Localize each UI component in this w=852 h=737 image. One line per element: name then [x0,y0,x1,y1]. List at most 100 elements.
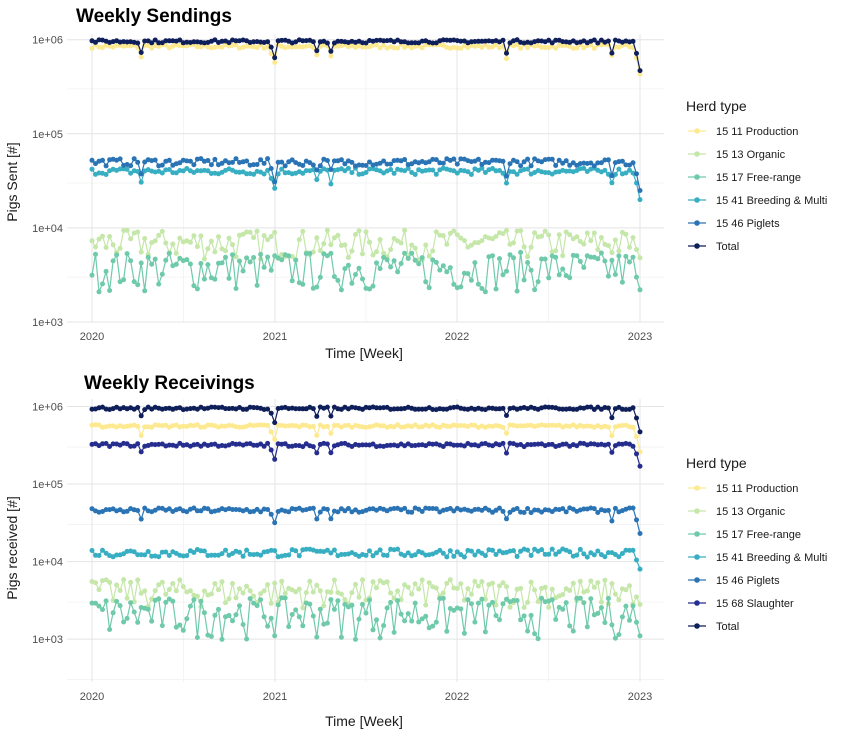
data-point [205,422,211,428]
data-point [124,441,130,447]
data-point [591,163,597,169]
data-point [630,235,636,241]
data-point [212,37,218,43]
data-point [128,163,134,169]
data-point [93,251,98,257]
data-point [251,593,257,599]
data-point [360,442,365,448]
legend-key-dot [694,197,700,203]
data-point [230,159,235,165]
data-point [577,595,583,601]
data-point [303,546,309,552]
data-point [609,180,615,186]
data-point [349,602,355,608]
data-point [363,170,369,175]
data-point [223,248,228,254]
data-point [504,50,509,56]
data-point [490,236,495,242]
data-point [563,509,569,515]
data-point [317,248,323,254]
data-point [605,424,611,430]
data-point [402,250,408,256]
legend-item: 15 46 Piglets [688,575,780,587]
data-point [588,578,594,584]
legend-label: 15 68 Slaughter [716,598,794,610]
data-point [384,161,390,167]
data-point [360,601,365,607]
data-point [588,404,594,410]
data-point [282,591,288,596]
data-point [107,234,113,239]
data-point [237,549,242,555]
data-point [556,232,562,238]
data-point [272,456,278,462]
data-point [335,277,341,283]
data-point [300,406,306,412]
data-point [212,581,218,587]
data-point [205,262,211,268]
data-point [570,160,576,166]
data-point [374,617,379,623]
data-point [497,505,502,511]
data-point [331,274,337,280]
data-point [191,505,197,511]
legend-key-dot [694,485,700,491]
data-point [198,261,204,266]
data-point [328,181,334,187]
data-point [282,163,288,169]
data-point [634,50,639,56]
data-point [201,256,207,262]
data-point [584,404,590,410]
data-point [409,250,415,256]
data-point [444,628,450,634]
data-point [258,157,264,163]
data-point [634,274,639,280]
data-point [208,404,214,410]
data-point [124,166,130,172]
data-point [514,159,520,165]
data-point [303,168,309,174]
data-point [588,238,594,244]
data-point [138,449,144,455]
data-point [145,43,151,49]
data-point [314,177,320,183]
data-point [184,553,190,559]
data-point [149,40,155,46]
data-point [331,235,337,241]
data-point [89,166,95,172]
data-point [370,441,376,447]
data-point [398,611,404,617]
data-point [194,44,200,50]
data-point [591,37,597,43]
data-point [135,282,141,288]
data-point [623,587,629,593]
data-point [395,546,401,552]
data-point [93,600,98,606]
data-point [605,507,611,513]
data-point [567,623,573,629]
data-point [388,167,394,172]
data-point [412,406,418,412]
data-point [156,596,162,602]
data-point [500,170,506,176]
data-point [230,581,235,586]
data-point [117,603,123,609]
data-point [577,546,583,552]
y-tick-label: 1e+04 [32,223,63,235]
data-point [419,255,425,261]
legend-item: 15 11 Production [688,483,798,495]
data-point [426,285,432,291]
data-point [240,268,246,274]
data-point [542,45,548,50]
data-point [490,599,495,605]
data-point [511,240,516,246]
data-point [345,262,351,268]
data-point [591,584,597,590]
data-point [468,242,474,248]
data-point [637,255,643,261]
data-point [131,156,137,162]
data-point [518,617,524,623]
data-point [525,628,531,634]
data-point [560,43,566,48]
data-point [588,160,594,166]
